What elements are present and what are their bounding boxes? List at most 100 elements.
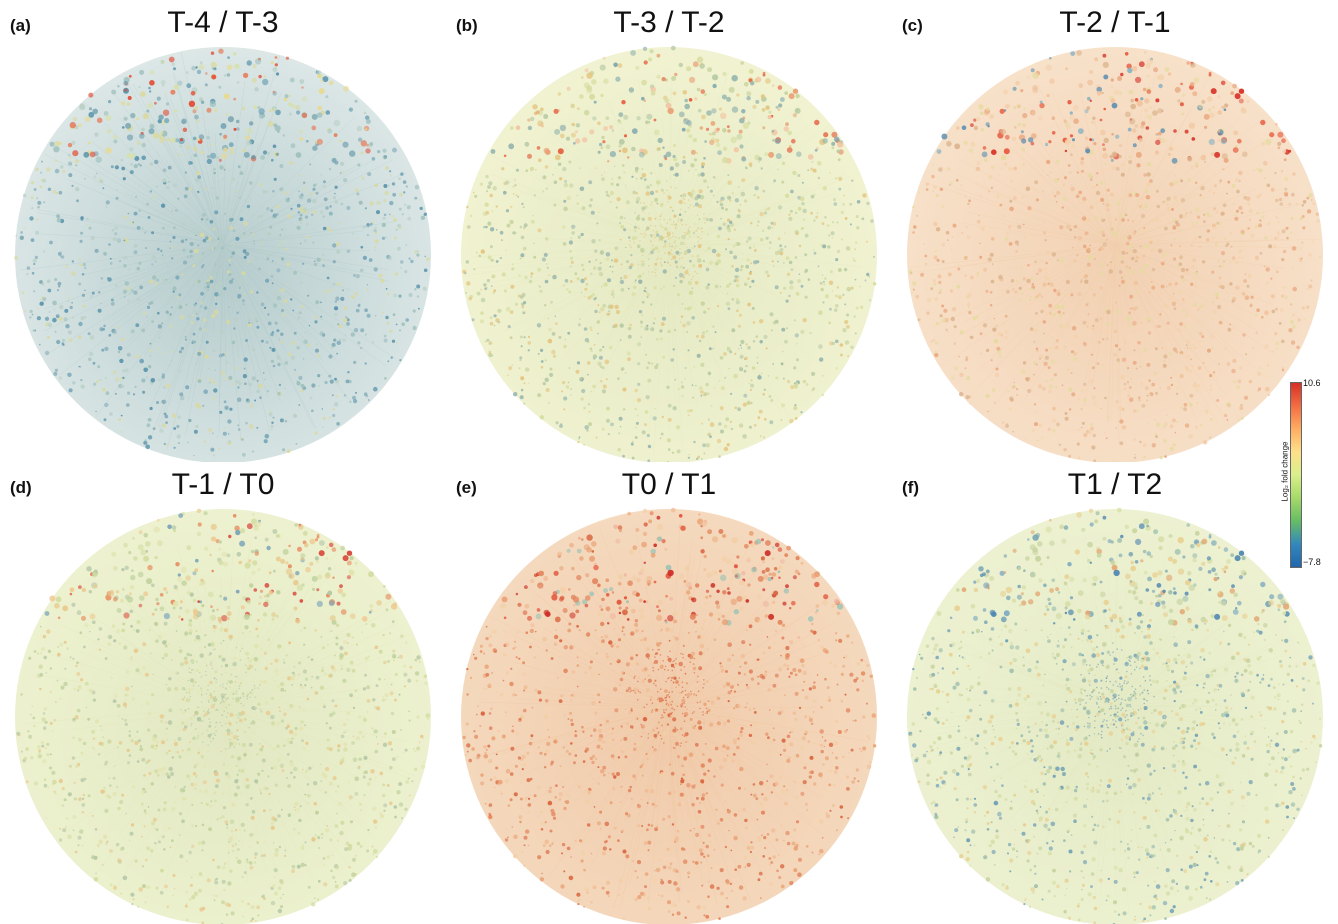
network-node: [836, 249, 841, 254]
network-node: [660, 288, 662, 290]
network-node: [1061, 206, 1064, 209]
network-node: [1011, 136, 1017, 141]
network-node: [120, 377, 123, 380]
network-node: [1121, 223, 1124, 226]
network-node: [609, 151, 616, 158]
network-node: [127, 391, 131, 395]
network-node: [634, 408, 637, 411]
network-node: [792, 113, 797, 118]
network-node: [170, 360, 173, 362]
network-node: [393, 293, 397, 298]
network-node: [272, 364, 276, 368]
network-node: [1099, 229, 1101, 232]
network-node: [1169, 352, 1173, 356]
network-node: [1306, 209, 1312, 214]
network-node: [219, 282, 223, 286]
network-node: [501, 167, 505, 171]
network-node: [356, 238, 359, 240]
network-node: [784, 91, 789, 95]
network-node: [997, 349, 1002, 355]
network-node: [132, 629, 135, 632]
network-node: [319, 331, 324, 336]
network-node: [332, 260, 336, 264]
network-node: [249, 424, 254, 429]
network-node: [742, 434, 747, 439]
network-node: [855, 241, 858, 244]
network-node: [300, 384, 305, 388]
network-node: [580, 278, 585, 284]
network-node: [1073, 118, 1079, 124]
network-node: [618, 112, 624, 118]
network-node: [393, 805, 398, 809]
network-node: [1257, 389, 1260, 392]
network-node: [934, 350, 938, 354]
network-node: [609, 201, 612, 203]
network-node: [588, 422, 592, 427]
network-node: [655, 202, 658, 204]
network-node: [1049, 282, 1054, 287]
network-node: [1132, 246, 1134, 249]
network-node: [660, 322, 665, 326]
network-node: [741, 178, 746, 183]
network-node: [1181, 298, 1185, 301]
network-node: [1098, 248, 1102, 252]
network-node: [740, 191, 746, 197]
network-node: [605, 116, 610, 120]
network-node: [386, 322, 390, 325]
network-node: [235, 764, 238, 768]
network-node: [329, 379, 334, 384]
network-node: [1267, 393, 1270, 396]
network-node: [405, 243, 408, 247]
network-node: [663, 218, 665, 221]
network-node: [198, 64, 205, 70]
network-node: [1006, 423, 1009, 425]
network-node: [859, 285, 861, 288]
network-node: [485, 174, 489, 179]
network-node: [105, 391, 110, 396]
network-node: [181, 749, 184, 752]
network-node: [1285, 226, 1289, 230]
network-node: [320, 174, 323, 176]
network-node: [373, 267, 378, 272]
network-node: [1033, 328, 1038, 333]
network-node: [156, 185, 158, 188]
network-node: [187, 215, 189, 217]
network-node: [701, 114, 706, 120]
network-node: [362, 225, 366, 229]
network-node: [230, 755, 235, 759]
network-node: [299, 629, 302, 632]
network-node: [1000, 154, 1007, 161]
network-node: [319, 540, 325, 546]
network-node: [309, 191, 314, 196]
network-node: [788, 260, 793, 265]
network-node: [388, 213, 391, 216]
network-nodes: [462, 45, 877, 462]
network-node: [1170, 244, 1173, 247]
network-node: [1127, 265, 1130, 268]
network-node: [597, 304, 600, 307]
network-node: [1020, 130, 1024, 134]
network-node: [162, 178, 167, 183]
network-node: [335, 380, 339, 384]
network-node: [641, 96, 645, 101]
network-node: [246, 140, 252, 146]
network-node: [1175, 420, 1179, 424]
network-node: [311, 113, 318, 120]
network-node: [1173, 218, 1177, 222]
network-node: [527, 118, 531, 122]
network-node: [835, 294, 838, 298]
network-node: [29, 316, 32, 319]
network-node: [240, 270, 243, 273]
network-node: [1254, 225, 1258, 229]
network-node: [727, 228, 732, 233]
network-node: [503, 289, 507, 293]
network-node: [1195, 388, 1198, 392]
network-node: [141, 142, 146, 148]
network-node: [288, 112, 293, 116]
network-node: [191, 228, 194, 231]
network-node: [1072, 104, 1079, 111]
network-node: [1290, 303, 1293, 306]
network-node: [797, 279, 801, 283]
network-node: [149, 70, 155, 75]
network-node: [1213, 225, 1218, 230]
